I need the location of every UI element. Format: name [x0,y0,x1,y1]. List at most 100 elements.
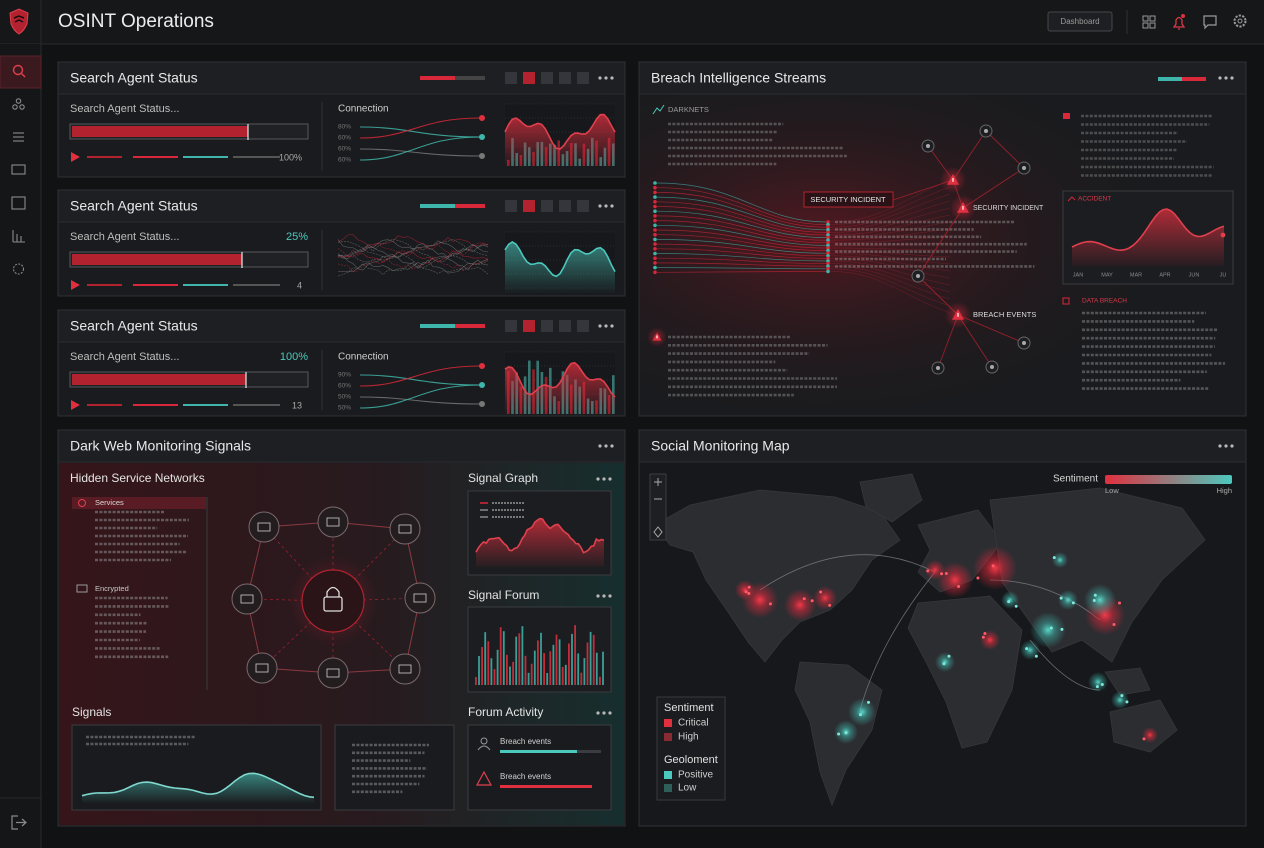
hub-node[interactable] [301,569,365,633]
signal-point [1052,556,1056,560]
logout-icon[interactable] [11,815,27,830]
stream-line [656,257,827,264]
agent-footer: 100% [279,152,302,162]
view-toggle[interactable] [523,320,535,332]
forum-bar [475,677,477,685]
incident-label: SECURITY INCIDENT [973,205,1044,212]
target-node [826,261,830,266]
nav-item[interactable] [12,263,25,275]
source-node [653,265,657,270]
signal-point [976,576,980,580]
more-menu[interactable] [596,711,612,715]
signal-point [942,662,946,666]
grid-icon[interactable] [1142,15,1156,29]
view-toggle[interactable] [523,200,535,212]
network-node[interactable] [231,583,263,615]
view-toggle[interactable] [559,200,571,212]
activity-bar [500,785,592,788]
view-toggle[interactable] [559,320,571,332]
message-icon[interactable] [1203,15,1217,30]
connection-tick: 60% [338,135,351,142]
zoom-reset[interactable] [653,526,663,538]
month-label: MAY [1101,272,1113,278]
play-button[interactable] [71,280,80,290]
view-toggle[interactable] [541,200,553,212]
nav-icon [11,164,26,175]
more-menu[interactable] [598,76,614,80]
more-menu[interactable] [1218,444,1234,448]
connection-curve [359,148,481,157]
incident-chart-line [1071,208,1225,252]
progress-fill [72,374,246,385]
forum-bar [499,627,502,685]
connection-curve [359,365,481,387]
view-toggle[interactable] [505,320,517,332]
view-toggle[interactable] [523,72,535,84]
signal-noise [337,251,489,268]
network-node[interactable] [246,652,278,684]
landmass [859,473,923,523]
list-heading: Services [95,498,124,507]
network-node[interactable] [389,513,421,545]
alert-icon[interactable] [1172,16,1186,30]
source-node [653,242,657,246]
target-node [826,241,830,245]
view-toggle[interactable] [541,320,553,332]
hub-link [332,528,406,602]
forum-bar [602,651,604,685]
more-menu[interactable] [598,444,614,448]
forum-bar [515,636,518,685]
network-node[interactable] [317,657,349,689]
view-toggle[interactable] [505,200,517,212]
signals-line [81,772,315,799]
more-menu[interactable] [596,477,612,481]
view-toggle[interactable] [541,72,553,84]
nav-search[interactable] [12,64,24,76]
more-menu[interactable] [598,324,614,328]
legend-item: Positive [678,770,713,781]
target-node [826,248,830,253]
node-glyph [413,593,427,603]
stream-line [656,253,827,262]
more-menu[interactable] [598,204,614,208]
view-toggle[interactable] [505,72,517,84]
stream-out [829,268,951,307]
nav-item[interactable] [13,132,24,142]
connection-tick: 50% [338,394,351,401]
signal-point [1034,654,1038,658]
network-node[interactable] [248,511,280,543]
play-button[interactable] [71,152,80,162]
view-toggle[interactable] [577,320,589,332]
view-toggle[interactable] [577,200,589,212]
zoom-in[interactable] [654,478,662,486]
settings-icon[interactable] [1233,14,1247,28]
more-menu[interactable] [1218,76,1234,80]
forum-bar [527,672,530,685]
source-node [653,195,657,199]
logo-mark [13,15,25,23]
network-node[interactable] [404,582,436,614]
nav-item[interactable] [11,164,26,175]
play-button[interactable] [71,400,80,410]
code-icon [1062,297,1070,305]
stream-icon [652,104,665,115]
list-active [72,497,206,509]
view-toggle[interactable] [559,72,571,84]
positive-hotspot [1084,584,1116,616]
view-toggle[interactable] [577,72,589,84]
source-node [653,232,657,237]
more-menu[interactable] [596,594,612,598]
stream-out [829,193,951,228]
network-node[interactable] [317,506,349,538]
stream-out [829,214,951,236]
signal-point [1125,700,1129,704]
nav-item[interactable] [12,230,25,243]
nav-item[interactable] [12,98,25,110]
nav-item[interactable] [11,196,26,210]
target-node [826,259,830,263]
network-node[interactable] [389,653,421,685]
dashboard-button[interactable] [1047,11,1113,32]
list-heading: Encrypted [95,584,129,593]
user-icon-body [477,745,491,751]
